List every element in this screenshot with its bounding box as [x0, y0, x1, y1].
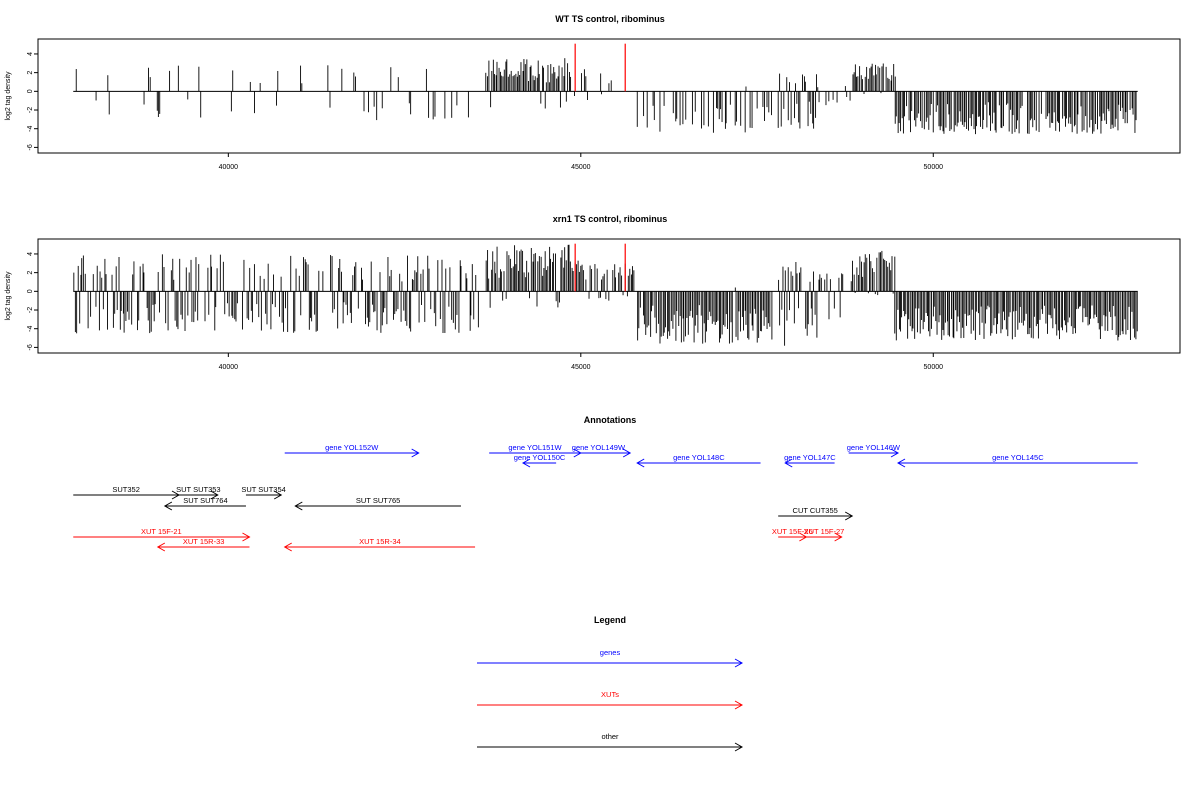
wt-density-panel: WT TS control, ribominus log2 tag densit… — [5, 14, 1181, 171]
y-tick-label: 2 — [27, 271, 34, 275]
annotation-arrow — [848, 448, 900, 458]
panel-title: WT TS control, ribominus — [555, 14, 665, 24]
annotation-arrow — [283, 542, 476, 552]
annotation-arrow — [156, 542, 250, 552]
annotation-arrow — [284, 448, 420, 458]
x-tick-label: 40000 — [219, 364, 239, 371]
x-tick-label: 45000 — [571, 364, 591, 371]
legend-label: XUTs — [601, 690, 619, 699]
annotations-track: Annotations gene YOL152W gene YOL151W gene… — [73, 415, 1138, 552]
annotation-label: gene YOL145C — [992, 453, 1044, 462]
legend-arrow — [477, 742, 744, 752]
annotation-arrow — [778, 511, 854, 521]
y-tick-label: 4 — [27, 52, 34, 56]
legend-arrow — [477, 658, 744, 668]
annotation-label: SUT352 — [112, 485, 140, 494]
annotation-arrow — [163, 501, 246, 511]
annotation-label: SUT SUT354 — [241, 485, 285, 494]
annotation-label: XUT 15F-26 — [772, 527, 813, 536]
legend-title: Legend — [594, 615, 626, 625]
axes: 4 2 0 -2 -4 -6 40000 45000 50000 — [27, 252, 943, 371]
x-tick-label: 40000 — [219, 164, 239, 171]
annotation-arrow — [73, 532, 251, 542]
legend-label: genes — [600, 648, 621, 657]
annotation-label: gene YOL151W — [508, 443, 562, 452]
plot-frame — [37, 38, 1181, 154]
x-tick-label: 50000 — [924, 164, 944, 171]
y-tick-label: -2 — [27, 307, 34, 313]
annotation-arrow — [178, 490, 219, 500]
annotation-features: gene YOL152W gene YOL151W gene YOL149W gene… — [73, 443, 1138, 552]
y-tick-label: 0 — [27, 89, 34, 93]
marker-lines — [574, 43, 626, 92]
annotation-label: gene YOL148C — [673, 453, 725, 462]
legend-label: other — [601, 732, 619, 741]
annotation-label: SUT SUT764 — [183, 496, 227, 505]
annotations-title: Annotations — [584, 415, 637, 425]
annotation-label: XUT 15R-33 — [183, 537, 225, 546]
y-axis-label: log2 tag density — [5, 71, 12, 121]
x-tick-label: 50000 — [924, 364, 944, 371]
annotation-label: CUT CUT355 — [793, 506, 838, 515]
annotation-label: gene YOL149W — [572, 443, 626, 452]
panel-title: xrn1 TS control, ribominus — [553, 214, 668, 224]
annotation-label: gene YOL147C — [784, 453, 836, 462]
y-tick-label: 2 — [27, 71, 34, 75]
annotation-label: SUT SUT765 — [356, 496, 400, 505]
plot-frame — [37, 238, 1181, 354]
density-bars — [73, 244, 1138, 346]
annotation-arrow — [294, 501, 461, 511]
annotation-label: gene YOL146W — [847, 443, 901, 452]
y-tick-label: -6 — [27, 344, 34, 350]
annotation-label: SUT SUT353 — [176, 485, 220, 494]
y-tick-label: 0 — [27, 289, 34, 293]
annotation-arrow — [245, 490, 283, 500]
annotation-arrow — [897, 458, 1138, 468]
annotation-arrow — [806, 532, 843, 542]
y-tick-label: -6 — [27, 144, 34, 150]
axes: 4 2 0 -2 -4 -6 40000 45000 50000 — [27, 52, 943, 171]
annotation-arrow — [566, 448, 632, 458]
y-tick-label: -4 — [27, 125, 34, 131]
annotation-label: XUT 15F-27 — [804, 527, 845, 536]
annotation-label: gene YOL150C — [514, 453, 566, 462]
annotation-label: XUT 15F-21 — [141, 527, 182, 536]
x-tick-label: 45000 — [571, 164, 591, 171]
xrn1-density-panel: xrn1 TS control, ribominus log2 tag dens… — [5, 214, 1181, 371]
density-bars — [73, 58, 1138, 135]
annotation-label: gene YOL152W — [325, 443, 379, 452]
annotation-arrow — [521, 458, 557, 468]
legend-arrow — [477, 700, 744, 710]
y-tick-label: -4 — [27, 325, 34, 331]
annotation-arrow — [784, 458, 835, 468]
legend-entries: genes XUTs other — [477, 648, 744, 752]
legend: Legend genes XUTs other — [477, 615, 744, 752]
y-tick-label: -2 — [27, 107, 34, 113]
y-axis-label: log2 tag density — [5, 271, 12, 321]
annotation-arrow — [636, 458, 761, 468]
y-tick-label: 4 — [27, 252, 34, 256]
marker-lines — [574, 243, 626, 292]
annotation-label: XUT 15R-34 — [359, 537, 401, 546]
